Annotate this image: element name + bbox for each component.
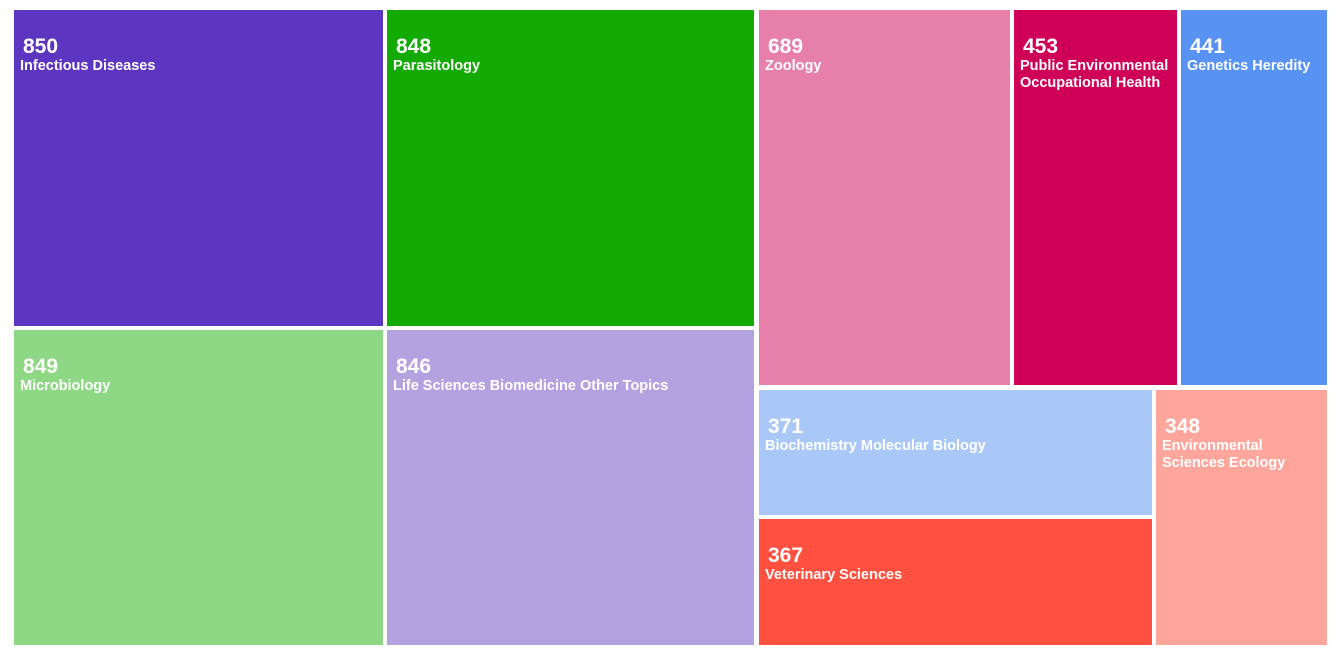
- tile-value: 850: [23, 35, 59, 58]
- tile-label: Parasitology: [393, 58, 481, 74]
- treemap-tile-life-sciences-biomedicine-other-topics[interactable]: 846 Life Sciences Biomedicine Other Topic…: [387, 330, 754, 645]
- tile-value: 441: [1190, 35, 1226, 58]
- tile-label: Genetics Heredity: [1187, 58, 1311, 74]
- tile-value: 689: [768, 35, 804, 58]
- tile-value: 367: [768, 544, 804, 567]
- tile-label: Biochemistry Molecular Biology: [765, 438, 986, 454]
- tile-value: 453: [1023, 35, 1059, 58]
- tile-label: Infectious Diseases: [20, 58, 156, 74]
- tile-label: Zoology: [765, 58, 822, 74]
- tile-value: 846: [396, 355, 432, 378]
- treemap-tile-parasitology[interactable]: 848 Parasitology: [387, 10, 754, 326]
- tile-value: 348: [1165, 415, 1201, 438]
- tile-value: 848: [396, 35, 432, 58]
- treemap-tile-veterinary-sciences[interactable]: 367 Veterinary Sciences: [759, 519, 1152, 645]
- treemap-tile-genetics-heredity[interactable]: 441 Genetics Heredity: [1181, 10, 1327, 385]
- treemap-tile-biochemistry-molecular-biology[interactable]: 371 Biochemistry Molecular Biology: [759, 390, 1152, 515]
- treemap-tile-environmental-sciences-ecology[interactable]: 348 Environmental Sciences Ecology: [1156, 390, 1327, 645]
- tile-label: Microbiology: [20, 378, 111, 394]
- tile-label: Life Sciences Biomedicine Other Topics: [393, 378, 669, 394]
- treemap-tile-infectious-diseases[interactable]: 850 Infectious Diseases: [14, 10, 383, 326]
- tile-label: Veterinary Sciences: [765, 567, 903, 583]
- tile-label: Public Environmental Occupational Health: [1020, 58, 1169, 91]
- treemap-tile-zoology[interactable]: 689 Zoology: [759, 10, 1010, 385]
- tile-value: 371: [768, 415, 804, 438]
- tile-label: Environmental Sciences Ecology: [1162, 438, 1286, 471]
- treemap-tile-public-environmental-occupational-health[interactable]: 453 Public Environmental Occupational Hea…: [1014, 10, 1177, 385]
- treemap-tile-microbiology[interactable]: 849 Microbiology: [14, 330, 383, 645]
- tile-value: 849: [23, 355, 59, 378]
